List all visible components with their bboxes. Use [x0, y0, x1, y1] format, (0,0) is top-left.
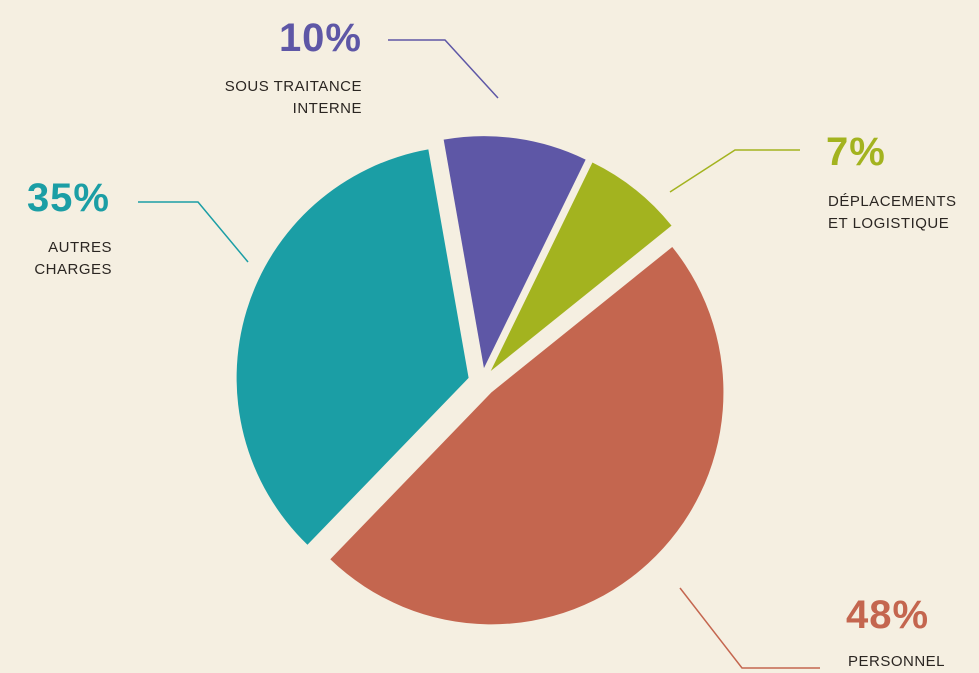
pie-slice [443, 136, 586, 369]
pie-slice [490, 162, 672, 372]
value-label: 35% [26, 176, 110, 220]
category-label: SOUS TRAITANCE INTERNE [224, 78, 362, 117]
category-label: AUTRES CHARGES [34, 239, 112, 278]
category-label: DÉPLACEMENTS ET LOGISTIQUE [828, 193, 957, 232]
value-label: 7% [826, 130, 886, 174]
leader-line [679, 587, 820, 669]
leader-line [388, 39, 499, 99]
value-label: 10% [278, 16, 362, 60]
pie-slice [330, 246, 724, 625]
leader-line [138, 201, 249, 263]
pie-slice [236, 149, 469, 545]
category-label: PERSONNEL [848, 653, 946, 670]
leader-line [669, 149, 800, 193]
value-label: 48% [846, 593, 930, 637]
